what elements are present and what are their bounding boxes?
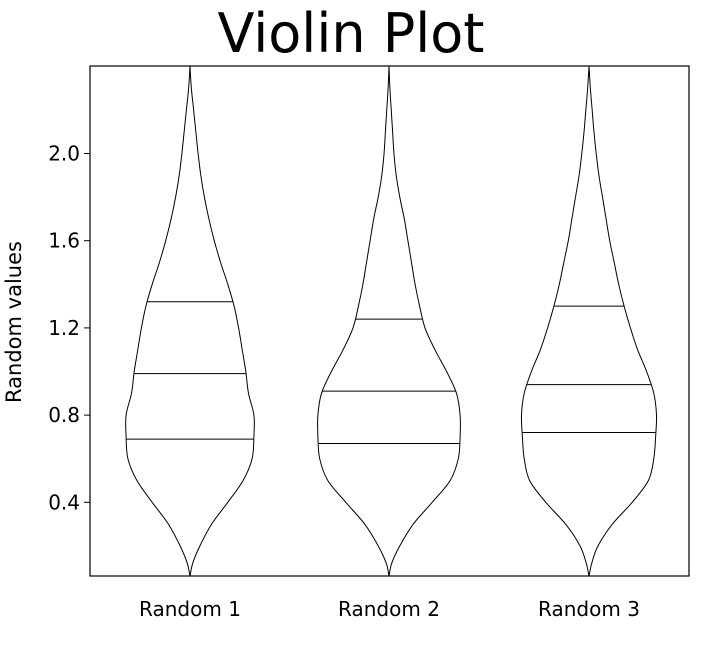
y-tick-label: 0.8 [48,403,80,427]
plot-area: 0.4 0.8 1.2 1.6 2.0 Random 1 Random 2 Random 3 [48,66,658,621]
y-tick-label: 1.6 [48,229,80,253]
x-tick-label: Random 1 [139,597,241,621]
y-axis-label: Random values [2,241,26,403]
violin-2 [317,66,461,577]
x-tick-label: Random 2 [338,597,440,621]
plot-frame [89,65,690,577]
violin-3 [520,66,658,577]
x-tick-label: Random 3 [538,597,640,621]
chart-title: Violin Plot [218,2,485,65]
y-tick-label: 1.2 [48,316,80,340]
y-tick-label: 0.4 [48,490,80,514]
violin-1 [125,66,255,577]
y-tick-label: 2.0 [48,142,80,166]
